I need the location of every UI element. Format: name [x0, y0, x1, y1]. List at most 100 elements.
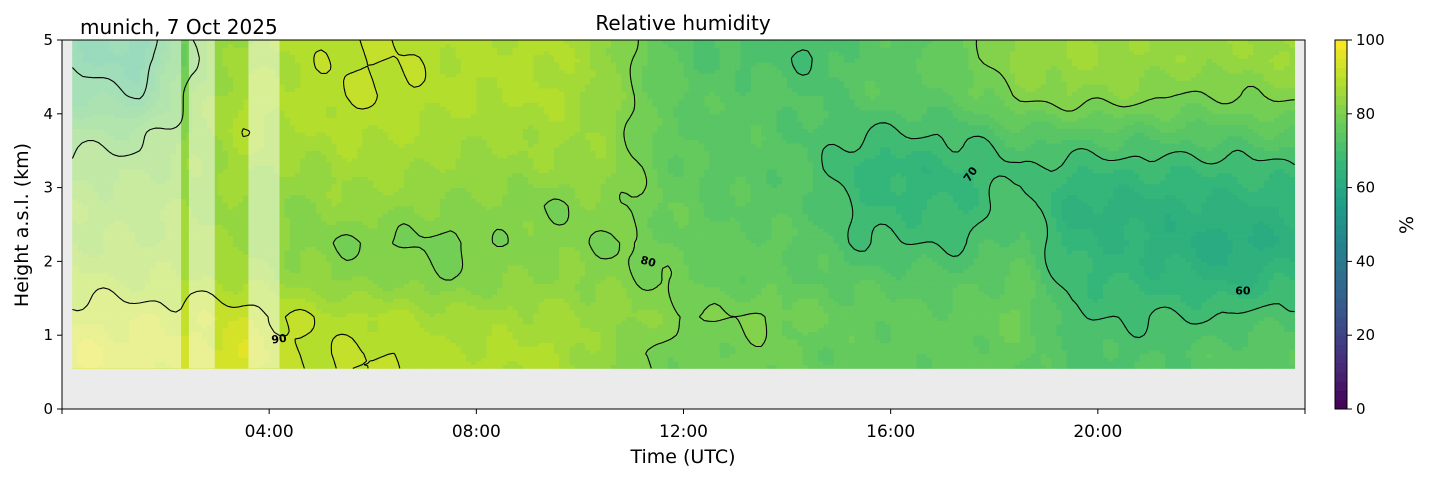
rh-cell — [295, 165, 301, 170]
rh-cell — [346, 69, 353, 74]
rh-cell — [315, 313, 322, 318]
rh-cell — [326, 202, 332, 207]
rh-cell — [232, 220, 239, 225]
rh-cell — [341, 228, 348, 233]
rh-cell — [352, 276, 358, 281]
rh-cell — [238, 231, 244, 236]
rh-cell — [238, 239, 244, 244]
rh-cell — [336, 301, 343, 307]
rh-cell — [222, 357, 229, 362]
rh-cell — [300, 250, 306, 255]
rh-cell — [217, 272, 223, 277]
rh-cell — [232, 121, 239, 126]
rh-cell — [181, 40, 187, 45]
rh-cell — [181, 213, 187, 218]
rh-cell — [326, 272, 332, 277]
rh-cell — [362, 342, 368, 347]
rh-cell — [212, 121, 218, 126]
rh-cell — [320, 91, 327, 96]
rh-cell — [295, 198, 301, 203]
rh-cell — [212, 301, 218, 307]
rh-cell — [315, 139, 322, 144]
rh-cell — [331, 324, 337, 329]
rh-cell — [289, 51, 296, 56]
rh-cell — [232, 338, 239, 343]
rh-cell — [346, 87, 353, 93]
rh-cell — [232, 327, 239, 332]
rh-cell — [315, 132, 322, 137]
rh-cell — [181, 198, 187, 203]
rh-cell — [295, 47, 301, 52]
rh-cell — [222, 239, 229, 244]
rh-cell — [326, 228, 332, 233]
rh-cell — [232, 62, 239, 67]
rh-cell — [181, 294, 187, 299]
rh-cell — [336, 95, 343, 100]
rh-cell — [352, 84, 358, 89]
rh-cell — [326, 250, 332, 255]
rh-cell — [320, 250, 327, 255]
rh-cell — [326, 283, 332, 288]
rh-cell — [310, 324, 317, 329]
rh-cell — [227, 268, 234, 273]
rh-cell — [305, 209, 311, 214]
rh-cell — [336, 294, 343, 299]
rh-cell — [331, 209, 337, 214]
rh-cell — [243, 242, 249, 248]
rh-cell — [212, 91, 218, 96]
rh-cell — [295, 305, 301, 310]
rh-cell — [336, 47, 343, 52]
rh-cell — [326, 117, 332, 122]
rh-cell — [232, 198, 239, 203]
rh-cell — [357, 254, 363, 259]
rh-cell — [315, 287, 322, 292]
rh-cell — [295, 338, 301, 343]
rh-cell — [341, 117, 348, 122]
rh-cell — [232, 40, 239, 45]
rh-cell — [336, 257, 343, 262]
rh-cell — [217, 346, 223, 351]
rh-cell — [232, 309, 239, 314]
rh-cell — [243, 132, 249, 137]
rh-cell — [295, 342, 301, 347]
rh-cell — [331, 135, 337, 141]
rh-cell — [346, 117, 353, 122]
rh-cell — [352, 268, 358, 273]
rh-cell — [305, 169, 311, 174]
rh-cell — [320, 239, 327, 244]
rh-cell — [315, 65, 322, 70]
rh-cell — [289, 91, 296, 96]
rh-cell — [315, 305, 322, 310]
rh-cell — [227, 349, 234, 355]
rh-cell — [227, 40, 234, 45]
rh-cell — [346, 342, 353, 347]
rh-cell — [295, 357, 301, 362]
rh-cell — [284, 161, 291, 166]
rh-cell — [310, 338, 317, 343]
rh-cell — [300, 265, 306, 270]
rh-cell — [217, 150, 223, 155]
rh-cell — [289, 187, 296, 192]
rh-cell — [289, 154, 296, 159]
rh-cell — [238, 220, 244, 225]
rh-cell — [352, 128, 358, 133]
rh-cell — [305, 158, 311, 163]
rh-cell — [357, 361, 363, 366]
rh-cell — [181, 194, 187, 200]
rh-cell — [352, 246, 358, 251]
rh-cell — [222, 235, 229, 240]
rh-cell — [362, 331, 368, 336]
rh-cell — [346, 309, 353, 314]
rh-cell — [232, 364, 239, 369]
rh-cell — [346, 169, 353, 174]
rh-cell — [346, 301, 353, 307]
rh-cell — [181, 158, 187, 163]
rh-cell — [300, 62, 306, 67]
rh-cell — [238, 246, 244, 251]
rh-cell — [284, 121, 291, 126]
rh-cell — [305, 76, 311, 81]
rh-cell — [336, 143, 343, 148]
rh-cell — [320, 121, 327, 126]
rh-cell — [320, 43, 327, 48]
rh-cell — [300, 239, 306, 244]
